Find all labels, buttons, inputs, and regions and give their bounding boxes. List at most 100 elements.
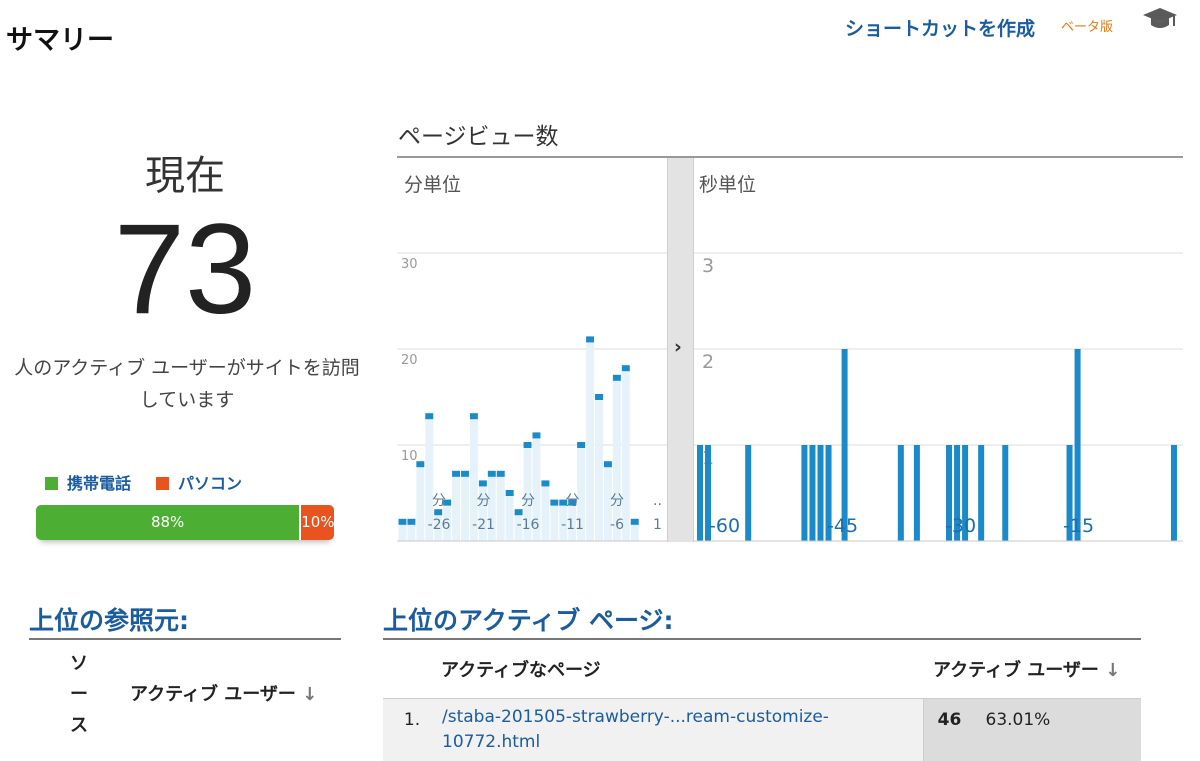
chevron-right-icon: › (674, 336, 682, 358)
minute-bar-cap (541, 480, 549, 486)
second-x-label: -30 (945, 515, 976, 537)
row-user-percent: 63.01% (976, 699, 1142, 761)
minute-bar-cap (497, 471, 505, 477)
minute-x-label-top: .. (653, 493, 662, 509)
minute-bar-cap (515, 509, 523, 515)
minute-y-tick: 30 (401, 257, 418, 272)
rank-column-header (383, 639, 441, 699)
active-page-link[interactable]: /staba-201505-strawberry-...ream-customi… (441, 699, 923, 761)
second-bar (697, 445, 703, 541)
minute-bar-cap (524, 442, 532, 448)
second-x-label: -15 (1063, 515, 1094, 537)
minute-bar-cap (452, 471, 460, 477)
minute-bar-cap (488, 471, 496, 477)
minute-x-label: 1 (653, 517, 662, 533)
table-header-row: アクティブなページ アクティブ ユーザー ↓ (383, 639, 1141, 699)
page-users-column-header[interactable]: アクティブ ユーザー ↓ (923, 639, 1141, 699)
now-label: 現在 (0, 143, 370, 201)
minute-bar-area (550, 503, 558, 541)
top-pages-table: アクティブなページ アクティブ ユーザー ↓ 1. /staba-201505-… (383, 638, 1141, 761)
minute-x-label-top: 分 (432, 493, 446, 509)
minute-y-tick: 10 (401, 449, 418, 464)
minute-x-label-top: 分 (610, 493, 624, 509)
minute-bar-area (506, 493, 514, 541)
minute-y-tick: 20 (401, 353, 418, 368)
second-bar (745, 445, 751, 541)
desktop-share-segment: 10% (299, 505, 334, 540)
minute-bar-cap (479, 480, 487, 486)
row-rank: 1. (383, 699, 441, 761)
minute-bar-cap (425, 413, 433, 419)
second-x-label: -60 (709, 515, 740, 537)
referrer-users-header-label: アクティブ ユーザー (130, 684, 296, 705)
minute-bar-cap (604, 461, 612, 467)
row-user-count: 46 (923, 699, 976, 761)
page-title: サマリー (6, 18, 114, 57)
page-users-header-label: アクティブ ユーザー (933, 660, 1099, 681)
legend-label-mobile: 携帯電話 (67, 474, 131, 493)
referrer-users-column-header[interactable]: アクティブ ユーザー ↓ (129, 639, 341, 745)
minute-bar-cap (550, 500, 558, 506)
active-user-count: 73 (0, 200, 370, 341)
second-bar (978, 445, 984, 541)
source-column-header[interactable]: ソ ー ス (29, 639, 129, 745)
second-bar (898, 445, 904, 541)
create-shortcut-link[interactable]: ショートカットを作成 (845, 14, 1035, 41)
minute-bar-area (461, 474, 469, 541)
chart-panel-toggle[interactable]: › (667, 158, 694, 542)
legend-mobile: 携帯電話 (45, 470, 131, 494)
minute-bar-cap (613, 375, 621, 381)
active-page-link-line2: 10772.html (442, 730, 922, 755)
beta-badge: ベータ版 (1061, 16, 1113, 35)
top-pages-title: 上位のアクティブ ページ: (383, 601, 673, 637)
minute-bar-cap (533, 432, 541, 438)
source-header-char: ス (29, 710, 129, 741)
second-bar (1075, 349, 1081, 541)
second-panel-label: 秒単位 (699, 170, 756, 197)
minute-bar-cap (586, 336, 594, 342)
minute-bar-area (452, 474, 460, 541)
legend-swatch-mobile (45, 477, 58, 490)
minute-bar-area (595, 397, 603, 541)
minute-bar-cap (470, 413, 478, 419)
minute-bar-cap (595, 394, 603, 400)
second-y-tick: 2 (702, 351, 714, 373)
minute-x-label-top: 分 (521, 493, 535, 509)
pageviews-chart: 302010分-26分-21分-16分-11分-6..1321-60-45-30… (397, 158, 1183, 542)
legend-desktop: パソコン (156, 470, 242, 494)
minute-x-label: -6 (610, 517, 624, 533)
minute-bar-area (541, 483, 549, 541)
minute-x-label: -16 (517, 517, 540, 533)
second-bar (801, 445, 807, 541)
arrow-down-icon: ↓ (1105, 660, 1120, 681)
second-y-tick: 3 (702, 255, 714, 277)
second-bar (842, 349, 848, 541)
graduation-cap-icon[interactable] (1141, 4, 1179, 34)
minute-bar-cap (506, 490, 514, 496)
mobile-share-segment: 88% (36, 505, 299, 540)
table-row: 1. /staba-201505-strawberry-...ream-cust… (383, 699, 1141, 761)
minute-bar-cap (631, 519, 639, 525)
minute-bar-cap (399, 519, 407, 525)
minute-bar-cap (577, 442, 585, 448)
minute-bar-cap (416, 461, 424, 467)
legend-label-desktop: パソコン (178, 474, 242, 493)
active-users-description-line1: 人のアクティブ ユーザーがサイトを訪問 (0, 352, 382, 384)
minute-x-label-top: 分 (566, 493, 580, 509)
active-users-description-line2: しています (0, 384, 382, 416)
minute-bar-cap (407, 519, 415, 525)
minute-x-label-top: 分 (477, 493, 491, 509)
minute-panel-label: 分単位 (404, 170, 461, 197)
minute-bar-cap (434, 509, 442, 515)
table-header-row: ソ ー ス アクティブ ユーザー ↓ (29, 639, 341, 745)
minute-x-label: -26 (428, 517, 451, 533)
minute-bar-area (497, 474, 505, 541)
active-page-column-header[interactable]: アクティブなページ (441, 639, 923, 699)
second-bar (1002, 445, 1008, 541)
active-page-link-line1: /staba-201505-strawberry-...ream-customi… (442, 705, 922, 730)
second-bar (818, 445, 824, 541)
minute-x-label: -21 (472, 517, 495, 533)
second-bar (1171, 445, 1177, 541)
pageviews-title: ページビュー数 (398, 117, 559, 151)
source-header-char: ソ (29, 648, 129, 679)
